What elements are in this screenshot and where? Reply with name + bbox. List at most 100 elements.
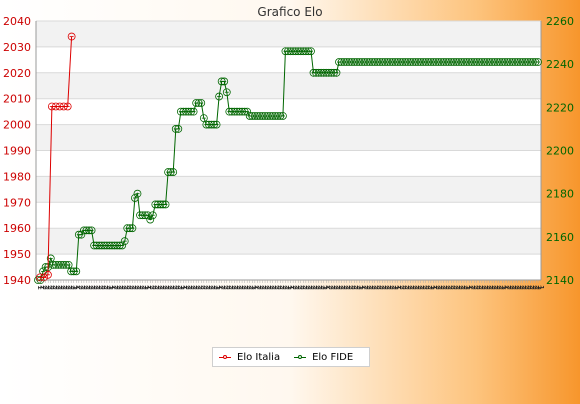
x-tick-label: 2 bbox=[266, 285, 275, 290]
elo-fide-point bbox=[307, 47, 315, 56]
x-tick-label: 1 bbox=[536, 285, 545, 290]
x-tick-label: 2 bbox=[510, 285, 519, 290]
x-tick-label: 2 bbox=[273, 285, 282, 290]
x-tick-label: 2 bbox=[296, 285, 305, 290]
x-tick-label: 2 bbox=[125, 285, 134, 290]
x-tick-label: 2 bbox=[156, 285, 165, 290]
y-left-tick-label: 2040 bbox=[3, 15, 31, 28]
x-tick-label: 2 bbox=[260, 285, 269, 290]
y-left-tick-label: 1990 bbox=[3, 145, 31, 158]
x-tick-label: 2 bbox=[161, 285, 170, 290]
x-tick-label: 2 bbox=[442, 285, 451, 290]
y-right-tick-label: 2240 bbox=[546, 58, 574, 71]
elo-fide-point bbox=[197, 99, 206, 107]
x-tick-label: 2 bbox=[110, 285, 119, 290]
x-tick-label: 2 bbox=[204, 285, 213, 290]
elo-fide-point bbox=[87, 226, 96, 235]
legend-label: Elo Italia bbox=[237, 351, 281, 363]
x-tick-label: 2 bbox=[253, 285, 262, 290]
x-tick-label: 2 bbox=[312, 285, 321, 290]
y-right-tick-label: 2160 bbox=[546, 231, 574, 244]
x-tick-label: 2 bbox=[482, 285, 491, 290]
x-tick-label: 2 bbox=[419, 285, 428, 290]
x-tick-label: 2 bbox=[64, 285, 73, 290]
elo-italia-point bbox=[40, 273, 48, 282]
grid-band bbox=[36, 176, 541, 203]
x-tick-label: 1 bbox=[179, 285, 188, 290]
x-tick-label: 1 bbox=[250, 285, 259, 290]
x-tick-label: 2 bbox=[67, 285, 76, 290]
x-tick-label: 2 bbox=[59, 285, 68, 290]
x-tick-label: 2 bbox=[380, 285, 389, 290]
elo-italia-point bbox=[67, 32, 76, 41]
x-tick-label: 2 bbox=[100, 285, 109, 290]
x-tick-label: 2 bbox=[209, 285, 218, 290]
x-tick-label: 2 bbox=[184, 285, 193, 290]
elo-fide-point bbox=[146, 215, 155, 224]
x-tick-label: 2 bbox=[498, 285, 507, 290]
y-left-tick-label: 1940 bbox=[3, 274, 31, 287]
x-tick-label: 2 bbox=[189, 285, 198, 290]
x-tick-label: 2 bbox=[516, 285, 525, 290]
x-tick-label: 2 bbox=[528, 285, 537, 290]
x-tick-label: 2 bbox=[306, 285, 315, 290]
elo-italia-point bbox=[63, 102, 72, 111]
x-tick-label: 2 bbox=[414, 285, 423, 290]
x-tick-label: 2 bbox=[222, 285, 231, 290]
x-tick-label: 2 bbox=[385, 285, 394, 290]
x-tick-label: 2 bbox=[467, 285, 476, 290]
elo-fide-point bbox=[118, 241, 127, 250]
x-tick-label: 1 bbox=[107, 285, 116, 290]
x-tick-label: 2 bbox=[388, 285, 397, 290]
x-tick-label: 2 bbox=[281, 285, 290, 290]
x-tick-label: 2 bbox=[153, 285, 162, 290]
x-tick-label: 2 bbox=[416, 285, 425, 290]
x-tick-label: 2 bbox=[523, 285, 532, 290]
x-tick-label: 2 bbox=[459, 285, 468, 290]
x-tick-label: 2 bbox=[197, 285, 206, 290]
x-tick-label: 2 bbox=[513, 285, 522, 290]
x-tick-label: 2 bbox=[263, 285, 272, 290]
x-tick-label: 2 bbox=[533, 285, 542, 290]
x-tick-label: 2 bbox=[199, 285, 208, 290]
x-tick-label: 2 bbox=[166, 285, 175, 290]
x-tick-label: 2 bbox=[304, 285, 313, 290]
x-tick-label: 2 bbox=[411, 285, 420, 290]
elo-fide-point bbox=[77, 230, 86, 239]
x-tick-label: 2 bbox=[77, 285, 86, 290]
x-tick-label: 2 bbox=[495, 285, 504, 290]
x-tick-label: 2 bbox=[102, 285, 111, 290]
x-tick-label: 2 bbox=[146, 285, 155, 290]
x-tick-label: 2 bbox=[329, 285, 338, 290]
x-tick-label: 1 bbox=[429, 285, 438, 290]
x-tick-label: 2 bbox=[225, 285, 234, 290]
x-tick-label: 2 bbox=[368, 285, 377, 290]
x-tick-label: 2 bbox=[123, 285, 132, 290]
x-tick-label: 2 bbox=[480, 285, 489, 290]
legend: Elo Italia Elo FIDE bbox=[212, 347, 370, 367]
elo-fide-point bbox=[243, 107, 252, 116]
y-right-tick-label: 2140 bbox=[546, 274, 574, 287]
x-tick-label: 2 bbox=[334, 285, 343, 290]
x-tick-label: 2 bbox=[212, 285, 221, 290]
x-tick-label: 2 bbox=[493, 285, 502, 290]
x-tick-label: 2 bbox=[434, 285, 443, 290]
grid-band bbox=[36, 21, 541, 47]
elo-fide-point bbox=[215, 92, 224, 101]
x-tick-label: 2 bbox=[355, 285, 364, 290]
x-tick-label: 2 bbox=[370, 285, 379, 290]
elo-fide-point bbox=[120, 237, 129, 246]
x-tick-label: 2 bbox=[49, 285, 58, 290]
x-tick-label: 2 bbox=[457, 285, 466, 290]
x-tick-label: 2 bbox=[202, 285, 211, 290]
x-tick-label: 2 bbox=[521, 285, 530, 290]
elo-fide-point bbox=[189, 107, 198, 116]
legend-marker-red-icon bbox=[219, 353, 231, 362]
x-tick-label: 2 bbox=[317, 285, 326, 290]
x-tick-label: 2 bbox=[401, 285, 410, 290]
x-tick-label: 1 bbox=[357, 285, 366, 290]
x-tick-label: 2 bbox=[95, 285, 104, 290]
x-tick-label: 2 bbox=[454, 285, 463, 290]
x-tick-label: 2 bbox=[472, 285, 481, 290]
